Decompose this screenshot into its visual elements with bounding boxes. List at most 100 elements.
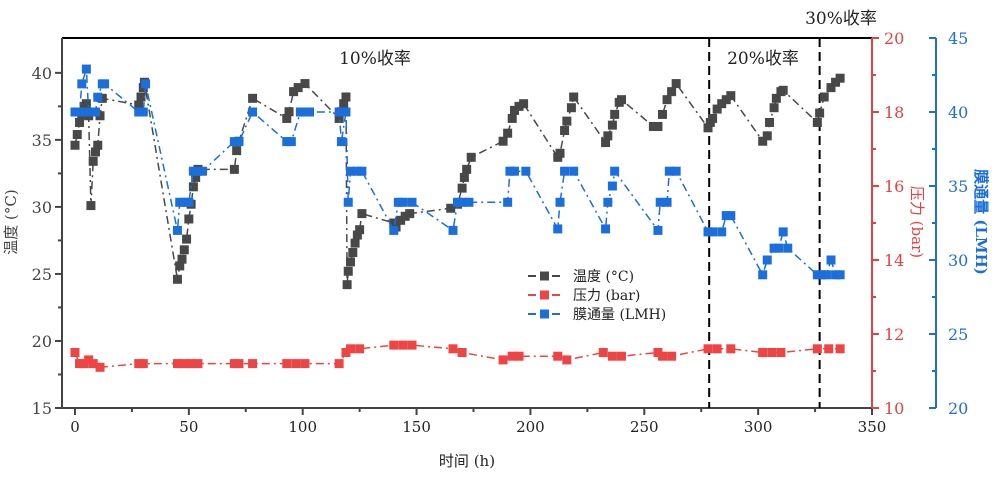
data-point-1	[776, 348, 786, 357]
data-point-1	[448, 344, 458, 354]
data-point-2	[610, 166, 620, 176]
data-point-0	[662, 95, 672, 105]
data-point-2	[553, 224, 563, 234]
data-point-2	[521, 166, 531, 176]
data-point-1	[186, 359, 196, 369]
data-point-0	[765, 117, 775, 127]
data-point-0	[229, 164, 239, 174]
data-point-2	[172, 225, 182, 235]
right2-tick-label: 45	[948, 29, 968, 48]
data-point-1	[562, 355, 572, 365]
data-point-0	[835, 73, 845, 83]
data-point-2	[229, 137, 239, 147]
data-point-1	[341, 348, 351, 357]
data-point-2	[603, 197, 613, 207]
data-point-0	[503, 128, 513, 138]
chart-marks	[70, 38, 845, 408]
data-point-0	[562, 116, 572, 126]
series-line-0	[74, 77, 841, 285]
data-point-2	[831, 270, 841, 280]
data-point-2	[783, 243, 793, 253]
data-point-2	[453, 197, 463, 207]
data-point-0	[188, 182, 198, 192]
data-point-2	[100, 79, 110, 89]
data-point-0	[348, 247, 358, 257]
data-point-2	[464, 197, 474, 207]
data-point-0	[136, 92, 146, 102]
data-point-2	[664, 166, 674, 176]
data-point-2	[77, 79, 87, 89]
data-point-1	[514, 351, 524, 361]
data-point-0	[607, 120, 617, 130]
data-point-0	[179, 245, 189, 255]
data-point-2	[505, 166, 515, 176]
data-point-2	[90, 107, 100, 117]
data-point-1	[229, 359, 239, 369]
data-point-1	[398, 340, 408, 350]
data-point-2	[352, 166, 362, 176]
data-point-1	[824, 344, 834, 354]
data-point-0	[466, 152, 476, 162]
data-point-1	[300, 359, 310, 369]
data-point-0	[343, 266, 353, 276]
data-point-2	[343, 197, 353, 207]
data-point-0	[778, 85, 788, 95]
data-point-2	[234, 137, 244, 147]
data-point-2	[305, 107, 315, 117]
right1-tick-label: 12	[884, 325, 904, 344]
data-point-2	[198, 166, 208, 176]
data-point-0	[72, 130, 82, 140]
data-point-1	[812, 344, 822, 354]
data-point-2	[717, 227, 727, 237]
x-tick-label: 100	[288, 418, 317, 436]
data-point-0	[400, 211, 410, 221]
right2-tick-label: 35	[948, 177, 968, 196]
x-tick-label: 300	[744, 418, 773, 436]
data-point-0	[75, 117, 85, 127]
x-tick-label: 0	[70, 418, 80, 436]
data-point-2	[509, 166, 519, 176]
legend-marker-1	[540, 290, 549, 300]
data-point-0	[334, 113, 344, 123]
data-point-2	[138, 107, 148, 117]
legend-marker-2	[540, 309, 549, 319]
data-point-2	[671, 166, 681, 176]
data-point-1	[75, 359, 85, 369]
data-point-1	[234, 359, 244, 369]
right1-tick-label: 14	[884, 251, 904, 270]
data-point-0	[175, 261, 185, 271]
data-point-0	[396, 215, 406, 225]
legend-label-flux: 膜通量 (LMH)	[573, 307, 666, 323]
left-tick-label: 15	[32, 399, 52, 418]
data-point-0	[293, 83, 303, 93]
data-point-0	[350, 238, 360, 248]
data-point-2	[769, 243, 779, 253]
data-point-1	[179, 359, 189, 369]
data-point-0	[342, 280, 352, 290]
data-point-2	[407, 197, 417, 207]
data-point-2	[774, 243, 784, 253]
x-tick-label: 350	[858, 418, 887, 436]
data-point-0	[182, 234, 192, 244]
data-point-2	[188, 166, 198, 176]
data-point-1	[70, 348, 80, 357]
data-point-2	[607, 181, 617, 191]
data-point-2	[70, 107, 80, 117]
data-point-0	[617, 95, 627, 105]
data-point-2	[179, 197, 189, 207]
data-point-1	[758, 348, 768, 357]
data-point-0	[357, 209, 367, 219]
data-point-0	[405, 209, 415, 219]
data-point-2	[286, 137, 296, 147]
data-point-0	[717, 99, 727, 109]
data-point-1	[767, 348, 777, 357]
right2-axis-label: 膜通量 (LMH)	[972, 169, 990, 275]
data-point-0	[703, 123, 713, 133]
legend-marker-0	[540, 271, 549, 281]
right1-axis-label: 压力 (bar)	[908, 186, 926, 258]
data-point-1	[95, 362, 105, 372]
data-point-2	[555, 197, 565, 207]
data-point-0	[726, 91, 736, 101]
data-point-0	[708, 113, 718, 123]
